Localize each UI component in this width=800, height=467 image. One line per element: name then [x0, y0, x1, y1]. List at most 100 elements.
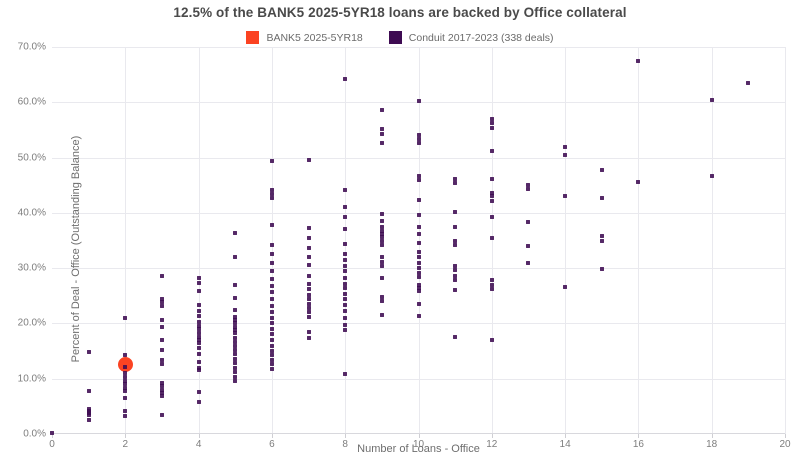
data-point[interactable] [416, 240, 421, 245]
data-point[interactable] [416, 289, 421, 294]
data-point[interactable] [526, 219, 531, 224]
data-point[interactable] [269, 297, 274, 302]
data-point[interactable] [599, 196, 604, 201]
data-point[interactable] [306, 255, 311, 260]
data-point[interactable] [233, 321, 238, 326]
data-point[interactable] [489, 287, 494, 292]
data-point[interactable] [379, 238, 384, 243]
data-point[interactable] [159, 357, 164, 362]
data-point[interactable] [123, 395, 128, 400]
data-point[interactable] [196, 365, 201, 370]
data-point[interactable] [306, 236, 311, 241]
data-point[interactable] [416, 133, 421, 138]
data-point[interactable] [233, 374, 238, 379]
data-point[interactable] [269, 353, 274, 358]
data-point[interactable] [159, 303, 164, 308]
data-point[interactable] [416, 313, 421, 318]
data-point[interactable] [196, 289, 201, 294]
data-point[interactable] [306, 335, 311, 340]
legend-item-0[interactable]: BANK5 2025-5YR18 [246, 31, 363, 44]
data-point[interactable] [159, 387, 164, 392]
data-point[interactable] [306, 305, 311, 310]
data-point[interactable] [123, 413, 128, 418]
data-point[interactable] [746, 80, 751, 85]
data-point[interactable] [343, 297, 348, 302]
data-point[interactable] [159, 297, 164, 302]
data-point[interactable] [416, 286, 421, 291]
data-point[interactable] [343, 77, 348, 82]
data-point[interactable] [123, 382, 128, 387]
data-point[interactable] [86, 389, 91, 394]
data-point[interactable] [269, 303, 274, 308]
data-point[interactable] [159, 394, 164, 399]
data-point[interactable] [269, 343, 274, 348]
data-point[interactable] [123, 388, 128, 393]
data-point[interactable] [343, 328, 348, 333]
data-point[interactable] [233, 370, 238, 375]
data-point[interactable] [233, 295, 238, 300]
data-point[interactable] [86, 350, 91, 355]
data-point[interactable] [196, 331, 201, 336]
data-point[interactable] [159, 300, 164, 305]
data-point[interactable] [379, 235, 384, 240]
data-point[interactable] [306, 226, 311, 231]
data-point[interactable] [709, 174, 714, 179]
data-point[interactable] [233, 361, 238, 366]
data-point[interactable] [526, 183, 531, 188]
data-point[interactable] [526, 260, 531, 265]
data-point[interactable] [416, 270, 421, 275]
data-point[interactable] [343, 286, 348, 291]
data-point[interactable] [416, 174, 421, 179]
data-point[interactable] [343, 269, 348, 274]
data-point[interactable] [123, 353, 128, 358]
data-point[interactable] [233, 324, 238, 329]
data-point[interactable] [709, 97, 714, 102]
data-point[interactable] [269, 196, 274, 201]
data-point[interactable] [86, 417, 91, 422]
data-point[interactable] [526, 244, 531, 249]
data-point[interactable] [453, 263, 458, 268]
data-point[interactable] [636, 58, 641, 63]
data-point[interactable] [379, 255, 384, 260]
data-point[interactable] [159, 273, 164, 278]
data-point[interactable] [343, 263, 348, 268]
data-point[interactable] [269, 223, 274, 228]
data-point[interactable] [233, 335, 238, 340]
data-point[interactable] [159, 324, 164, 329]
data-point[interactable] [269, 315, 274, 320]
data-point[interactable] [343, 187, 348, 192]
data-point[interactable] [416, 136, 421, 141]
data-point[interactable] [489, 278, 494, 283]
data-point[interactable] [269, 283, 274, 288]
data-point[interactable] [233, 230, 238, 235]
data-point[interactable] [416, 231, 421, 236]
data-point[interactable] [379, 263, 384, 268]
data-point[interactable] [306, 297, 311, 302]
data-point[interactable] [343, 258, 348, 263]
data-point[interactable] [563, 284, 568, 289]
data-point[interactable] [269, 357, 274, 362]
data-point[interactable] [343, 309, 348, 314]
legend-item-1[interactable]: Conduit 2017-2023 (338 deals) [388, 31, 554, 44]
data-point[interactable] [379, 294, 384, 299]
data-point[interactable] [86, 406, 91, 411]
data-point[interactable] [343, 241, 348, 246]
data-point[interactable] [343, 276, 348, 281]
data-point[interactable] [453, 176, 458, 181]
data-point[interactable] [526, 186, 531, 191]
data-point[interactable] [599, 267, 604, 272]
data-point[interactable] [416, 225, 421, 230]
data-point[interactable] [379, 276, 384, 281]
data-point[interactable] [416, 274, 421, 279]
data-point[interactable] [269, 290, 274, 295]
data-point[interactable] [563, 194, 568, 199]
data-point[interactable] [416, 99, 421, 104]
data-point[interactable] [269, 260, 274, 265]
data-point[interactable] [159, 338, 164, 342]
data-point[interactable] [636, 179, 641, 184]
data-point[interactable] [416, 177, 421, 182]
data-point[interactable] [306, 292, 311, 297]
data-point[interactable] [379, 211, 384, 216]
data-point[interactable] [269, 332, 274, 337]
data-point[interactable] [196, 334, 201, 339]
